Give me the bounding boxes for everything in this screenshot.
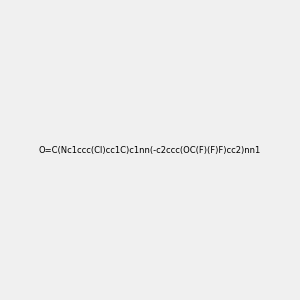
Text: O=C(Nc1ccc(Cl)cc1C)c1nn(-c2ccc(OC(F)(F)F)cc2)nn1: O=C(Nc1ccc(Cl)cc1C)c1nn(-c2ccc(OC(F)(F)F… [39,146,261,154]
